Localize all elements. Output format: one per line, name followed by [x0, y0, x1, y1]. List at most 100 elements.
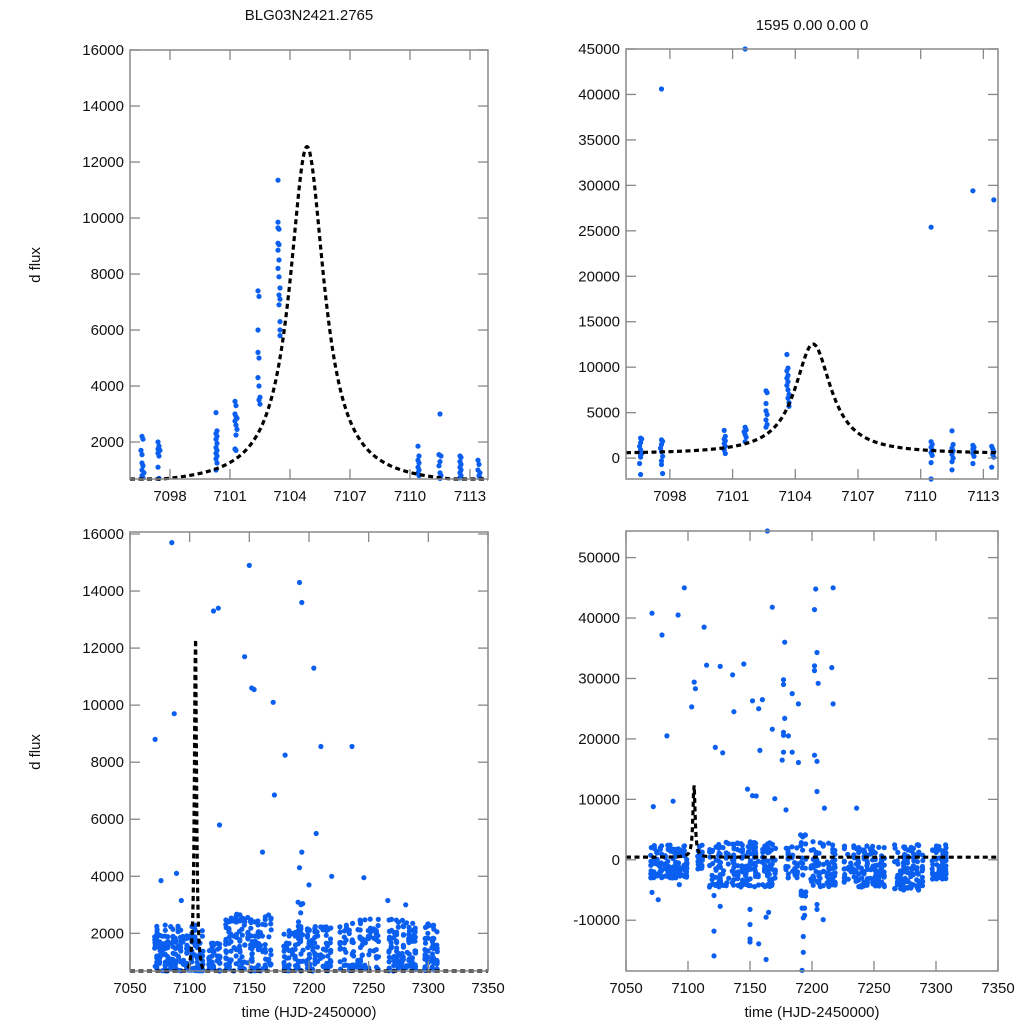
data-point	[810, 839, 816, 845]
data-point	[300, 947, 306, 953]
axis-ticks: 7098 7101 7104 7107 7110 7113 2000 4000 6000 8000…	[82, 42, 488, 505]
data-point	[742, 873, 749, 879]
data-point	[892, 842, 898, 848]
data-point	[755, 874, 761, 880]
data-point	[637, 460, 643, 467]
data-point	[276, 302, 282, 308]
data-point	[324, 960, 330, 966]
data-point	[312, 940, 318, 946]
data-point	[892, 886, 898, 892]
data-point	[388, 916, 395, 923]
data-point	[314, 929, 320, 935]
data-point	[991, 454, 997, 460]
data-point	[216, 822, 223, 828]
data-point	[394, 945, 400, 951]
data-point	[178, 897, 184, 904]
x-axis-label: time (HJD-2450000)	[744, 1004, 879, 1021]
data-point	[989, 464, 995, 470]
data-point	[248, 925, 254, 931]
data-point	[323, 947, 329, 953]
data-point	[800, 933, 806, 940]
data-point	[233, 422, 239, 428]
data-point	[864, 882, 870, 888]
x-tick-label: 7100	[173, 980, 206, 997]
y-tick-label: -10000	[573, 912, 620, 929]
data-point	[268, 921, 274, 927]
data-point	[430, 955, 436, 961]
data-point	[930, 847, 936, 853]
chart-title: 1595 0.00 0.00 0	[756, 17, 869, 34]
data-point	[721, 427, 727, 433]
data-point	[323, 932, 329, 938]
data-point	[780, 681, 787, 688]
data-point	[152, 736, 158, 743]
panel-top-right: 1595 0.00 0.00 0 7098 7101 7104 7107 7110 711…	[578, 17, 999, 505]
data-point	[659, 632, 665, 638]
data-point	[747, 845, 753, 852]
data-points	[138, 177, 483, 481]
data-point	[664, 733, 670, 739]
data-point	[306, 882, 312, 888]
panel-bottom-right: time (HJD-2450000) 7050 7100 7150 7200 7250 7…	[573, 528, 1015, 1021]
model-curve	[130, 639, 488, 973]
data-point	[349, 743, 355, 750]
data-point	[841, 879, 847, 885]
data-point	[720, 750, 726, 756]
y-tick-label: 35000	[578, 132, 620, 149]
data-point	[422, 940, 429, 946]
data-point	[173, 939, 179, 945]
data-point	[673, 875, 679, 881]
data-point	[400, 932, 407, 938]
data-point	[138, 447, 144, 453]
data-point	[233, 953, 239, 959]
data-point	[404, 920, 410, 926]
data-points	[637, 46, 997, 482]
data-point	[318, 743, 324, 750]
data-point	[830, 701, 836, 707]
data-point	[814, 788, 820, 795]
data-point	[716, 884, 722, 890]
data-point	[858, 865, 865, 871]
data-point	[855, 860, 862, 866]
data-point	[262, 949, 269, 955]
x-axis-label: time (HJD-2450000)	[241, 1004, 376, 1021]
data-point	[400, 956, 406, 963]
data-point	[299, 599, 305, 606]
data-point	[233, 403, 239, 409]
data-point	[286, 940, 292, 947]
data-point	[832, 870, 838, 876]
data-point	[343, 949, 349, 955]
data-point	[720, 845, 726, 851]
data-point	[710, 847, 716, 854]
data-point	[373, 947, 379, 953]
y-tick-label: 10000	[82, 697, 124, 714]
data-point	[920, 878, 926, 885]
x-tick-label: 7250	[352, 980, 385, 997]
data-point	[914, 859, 921, 865]
data-point	[375, 923, 381, 929]
plot-frame	[129, 531, 489, 972]
data-point	[228, 948, 234, 954]
data-point	[739, 849, 746, 855]
data-point	[268, 916, 274, 922]
data-point	[412, 948, 419, 954]
data-point	[343, 937, 349, 943]
x-tick-label: 7150	[733, 980, 766, 997]
data-point	[154, 923, 160, 930]
x-tick-label: 7200	[292, 980, 325, 997]
data-point	[259, 849, 266, 855]
chart-title: BLG03N2421.2765	[245, 7, 373, 24]
data-point	[298, 910, 304, 916]
data-point	[266, 956, 272, 963]
data-point	[255, 349, 261, 355]
y-tick-label: 30000	[578, 670, 620, 687]
y-tick-label: 5000	[587, 405, 620, 422]
data-point	[717, 864, 723, 870]
data-point	[802, 905, 808, 911]
data-point	[337, 941, 343, 947]
data-point	[271, 792, 277, 798]
data-point	[314, 944, 320, 950]
data-point	[394, 932, 400, 938]
data-point	[929, 452, 935, 458]
